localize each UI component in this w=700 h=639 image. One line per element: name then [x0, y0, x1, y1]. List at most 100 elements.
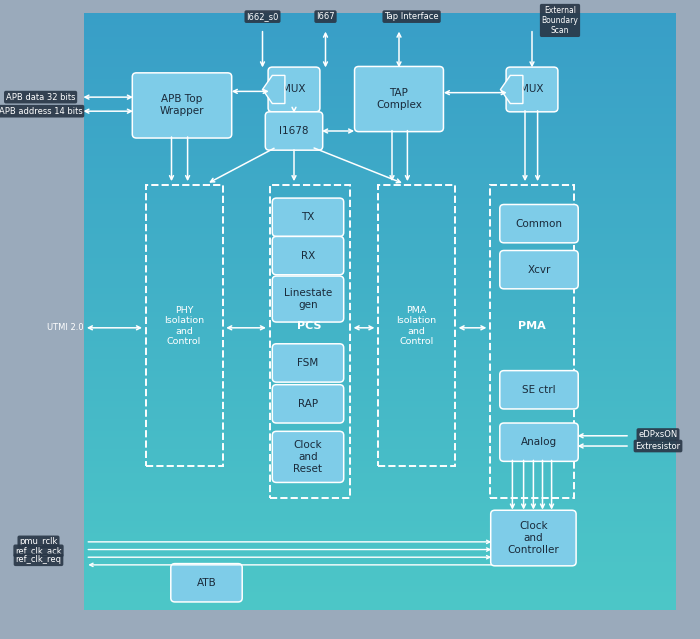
Text: UTMI 2.0: UTMI 2.0 — [47, 323, 83, 332]
Text: Tap Interface: Tap Interface — [384, 12, 439, 21]
Bar — [84, 371, 676, 377]
Text: Extresistor: Extresistor — [636, 442, 680, 450]
Bar — [84, 282, 676, 288]
Text: PHY
Isolation
and
Control: PHY Isolation and Control — [164, 306, 204, 346]
Bar — [84, 318, 676, 323]
Bar — [378, 185, 455, 466]
Bar — [84, 198, 676, 204]
Text: Clock
and
Controller: Clock and Controller — [508, 521, 559, 555]
FancyBboxPatch shape — [268, 67, 320, 112]
Bar — [84, 341, 676, 348]
FancyBboxPatch shape — [500, 250, 578, 289]
Bar — [84, 544, 676, 550]
Bar — [84, 491, 676, 497]
Text: MUX: MUX — [520, 84, 544, 95]
Bar — [84, 485, 676, 491]
Bar — [84, 109, 676, 114]
Text: Linestate
gen: Linestate gen — [284, 288, 332, 310]
Bar — [84, 562, 676, 569]
Bar — [84, 150, 676, 156]
Bar — [84, 216, 676, 222]
FancyBboxPatch shape — [272, 276, 344, 322]
Bar — [84, 551, 676, 557]
Bar — [84, 264, 676, 270]
Bar — [84, 335, 676, 341]
Bar — [84, 132, 676, 138]
Bar — [84, 401, 676, 407]
Bar — [84, 162, 676, 168]
Text: PCS: PCS — [297, 321, 321, 331]
Bar — [84, 84, 676, 91]
Bar — [84, 479, 676, 485]
Bar — [84, 168, 676, 174]
Bar — [84, 592, 676, 598]
Bar — [84, 96, 676, 102]
Bar — [84, 509, 676, 514]
Bar — [84, 275, 676, 282]
Bar — [80, 13, 679, 610]
Bar — [84, 395, 676, 401]
Bar — [84, 156, 676, 162]
Bar — [84, 270, 676, 275]
Bar — [84, 192, 676, 198]
Text: RX: RX — [301, 250, 315, 261]
Text: pmu_rclk: pmu_rclk — [20, 537, 57, 546]
Bar — [84, 31, 676, 36]
Bar — [84, 330, 676, 335]
Bar — [146, 185, 223, 466]
Bar — [84, 54, 676, 61]
Bar — [84, 503, 676, 509]
FancyBboxPatch shape — [265, 112, 323, 150]
Bar — [84, 138, 676, 144]
Bar — [84, 467, 676, 473]
Bar — [84, 455, 676, 461]
Bar — [84, 114, 676, 120]
Bar — [84, 288, 676, 293]
Polygon shape — [262, 75, 285, 104]
Bar — [84, 311, 676, 318]
Text: Clock
and
Reset: Clock and Reset — [293, 440, 323, 474]
FancyBboxPatch shape — [354, 66, 444, 132]
Bar — [84, 300, 676, 305]
Bar — [84, 61, 676, 66]
Bar — [84, 36, 676, 43]
Text: TAP
Complex: TAP Complex — [376, 88, 422, 110]
Bar — [84, 240, 676, 246]
FancyBboxPatch shape — [500, 204, 578, 243]
Bar — [84, 210, 676, 216]
Text: MUX: MUX — [282, 84, 306, 95]
Bar — [84, 25, 676, 31]
Text: APB Top
Wrapper: APB Top Wrapper — [160, 95, 204, 116]
Text: I667: I667 — [316, 12, 335, 21]
Text: I1678: I1678 — [279, 126, 309, 136]
Bar — [84, 72, 676, 79]
FancyBboxPatch shape — [272, 198, 344, 236]
FancyBboxPatch shape — [500, 371, 578, 409]
Polygon shape — [500, 75, 523, 104]
Bar — [84, 377, 676, 383]
Bar — [84, 234, 676, 240]
Bar — [84, 348, 676, 353]
Bar — [84, 258, 676, 264]
Text: ATB: ATB — [197, 578, 216, 588]
Bar — [84, 425, 676, 431]
Bar — [84, 13, 676, 19]
FancyBboxPatch shape — [500, 423, 578, 461]
Bar — [84, 413, 676, 419]
Text: External
Boundary
Scan: External Boundary Scan — [542, 6, 578, 35]
FancyBboxPatch shape — [272, 385, 344, 423]
Bar — [84, 449, 676, 455]
Text: PMA: PMA — [518, 321, 546, 331]
Bar — [84, 19, 676, 25]
Bar — [84, 437, 676, 443]
Bar — [84, 144, 676, 150]
FancyBboxPatch shape — [272, 236, 344, 275]
Bar — [84, 473, 676, 479]
Text: Xcvr: Xcvr — [527, 265, 551, 275]
Bar — [84, 186, 676, 192]
Bar — [84, 461, 676, 467]
Bar — [84, 323, 676, 330]
Bar — [84, 604, 676, 610]
Bar — [84, 359, 676, 366]
Bar — [84, 353, 676, 359]
